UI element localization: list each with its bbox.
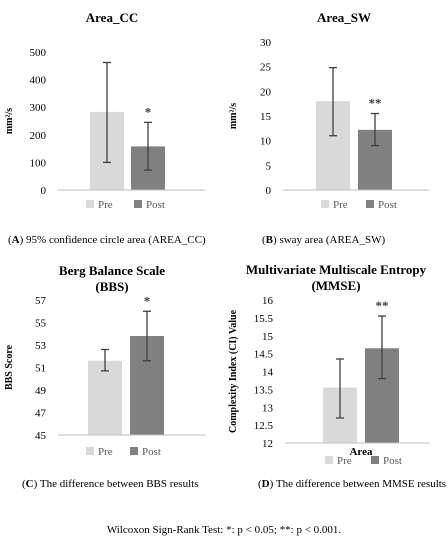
y-tick-label: 45: [35, 430, 47, 442]
legend-label-pre: Pre: [333, 199, 348, 211]
chart-title: Multivariate Multiscale Entropy: [246, 262, 427, 277]
y-tick-label: 0: [41, 185, 47, 197]
chart-title: Area_SW: [317, 10, 371, 25]
chart-panel-a: Area_CC 0 100 200 300 400 500 mm²/s * Pre Post: [0, 0, 224, 228]
y-tick-label: 14: [262, 367, 274, 379]
legend-swatch-post: [130, 447, 138, 455]
legend-label-post: Post: [142, 446, 161, 458]
y-axis-label: BBS Score: [4, 344, 15, 390]
caption-c: (C) The difference between BBS results: [22, 478, 199, 490]
y-tick-label: 500: [30, 47, 47, 59]
bar-pre: [88, 360, 122, 435]
y-tick-label: 300: [30, 102, 47, 114]
y-tick-label: 53: [35, 340, 47, 352]
chart-title: Area_CC: [86, 10, 138, 25]
legend-swatch-pre: [321, 200, 329, 208]
chart-title: Berg Balance Scale: [59, 263, 165, 278]
significance-marker: **: [376, 298, 389, 313]
caption-d: (D) The difference between MMSE results: [258, 478, 447, 490]
significance-marker: **: [369, 96, 382, 111]
legend-swatch-pre: [86, 447, 94, 455]
legend-label-post: Post: [146, 199, 165, 211]
caption-a: (A) 95% confidence circle area (AREA_CC): [8, 234, 206, 246]
y-tick-label: 200: [30, 130, 47, 142]
y-tick-label: 16: [262, 295, 274, 307]
y-tick-label: 47: [35, 408, 47, 420]
y-tick-label: 51: [35, 363, 46, 375]
chart-panel-b: Area_SW 0 5 10 15 20 25 30 mm²/s ** Pre Post: [224, 0, 448, 228]
chart-a-svg: Area_CC 0 100 200 300 400 500 mm²/s * Pre Post: [4, 10, 205, 211]
y-axis-label: Complexity Index (CI) Value: [228, 309, 239, 433]
legend-label-post: Post: [383, 455, 402, 467]
y-tick-label: 25: [260, 62, 272, 74]
caption-b: (B) sway area (AREA_SW): [262, 234, 386, 246]
y-tick-label: 13: [262, 402, 274, 414]
y-tick-label: 100: [30, 157, 47, 169]
significance-marker: *: [144, 293, 151, 308]
significance-marker: *: [145, 104, 152, 119]
chart-title: (MMSE): [311, 278, 360, 293]
y-axis-label: mm²/s: [4, 108, 15, 134]
footer-note: Wilcoxon Sign-Rank Test: *: p < 0.05; **…: [106, 524, 342, 536]
legend-label-pre: Pre: [98, 199, 113, 211]
y-tick-label: 15: [260, 111, 272, 123]
y-tick-label: 10: [260, 136, 272, 148]
y-tick-label: 13.5: [254, 384, 274, 396]
legend-swatch-pre: [86, 200, 94, 208]
y-tick-label: 15.5: [254, 313, 274, 325]
legend-swatch-post: [366, 200, 374, 208]
y-tick-label: 12.5: [254, 420, 274, 432]
y-tick-label: 14.5: [254, 349, 274, 361]
y-tick-label: 15: [262, 331, 274, 343]
legend-swatch-post: [134, 200, 142, 208]
y-tick-label: 20: [260, 86, 272, 98]
chart-b-svg: Area_SW 0 5 10 15 20 25 30 mm²/s ** Pre Post: [228, 10, 429, 211]
legend-label-pre: Pre: [337, 455, 352, 467]
x-axis-label: Area: [349, 446, 373, 458]
legend-label-pre: Pre: [98, 446, 113, 458]
chart-d-svg: Multivariate Multiscale Entropy(MMSE) 12 1…: [228, 262, 429, 467]
chart-c-svg: Berg Balance Scale(BBS) 45 47 49 51 53 55 57 BBS…: [4, 263, 205, 458]
y-tick-label: 57: [35, 295, 47, 307]
legend-label-post: Post: [378, 199, 397, 211]
chart-panel-c: Berg Balance Scale (BBS) 45 47 49 51 53 55 57 BBS…: [0, 255, 224, 473]
y-tick-label: 49: [35, 385, 47, 397]
y-axis-label: mm²/s: [228, 103, 239, 129]
legend-swatch-pre: [325, 456, 333, 464]
chart-panel-d: Multivariate Multiscale Entropy (MMSE) 12 1…: [224, 255, 448, 473]
y-tick-label: 400: [30, 75, 47, 87]
y-tick-label: 30: [260, 37, 272, 49]
y-tick-label: 5: [266, 160, 272, 172]
legend-swatch-post: [371, 456, 379, 464]
y-tick-label: 55: [35, 318, 47, 330]
y-tick-label: 0: [266, 185, 272, 197]
y-tick-label: 12: [262, 438, 273, 450]
chart-title: (BBS): [95, 279, 128, 294]
